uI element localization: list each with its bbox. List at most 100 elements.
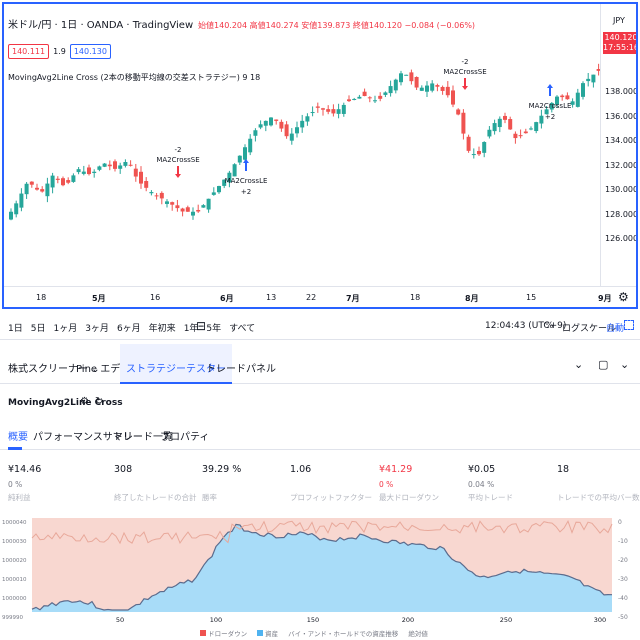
candle-body [456, 109, 461, 115]
time-tick: 18 [410, 293, 421, 302]
range-button[interactable]: 1ヶ月 [53, 324, 78, 334]
candle-body [440, 86, 445, 91]
candle-body [279, 121, 284, 129]
clock[interactable]: 12:04:43 (UTC+9) [485, 321, 567, 331]
candle-body [185, 207, 190, 212]
metric-value: 18 [557, 464, 570, 475]
compare-icon[interactable]: ⊟ [196, 319, 207, 333]
metric-value: ¥41.29 [379, 464, 413, 475]
equity-left-tick: 1000040 [2, 520, 27, 526]
time-tick: 18 [36, 293, 47, 302]
chevron-down-icon[interactable]: ⌄ [574, 358, 584, 371]
candle-body [534, 122, 539, 132]
candle-body [331, 109, 336, 114]
candle-body [35, 187, 39, 190]
percent-toggle[interactable]: % [545, 321, 554, 331]
candle-body [191, 211, 195, 216]
candle-body [243, 147, 247, 160]
log-scale-toggle[interactable]: ログスケール [562, 324, 617, 334]
trade-signal[interactable]: -2 MA2CrossSE [443, 58, 487, 90]
candle-body [352, 98, 357, 100]
tab-stock-screener[interactable]: 株式スクリーナー ⌄ [8, 364, 100, 375]
subtab-performance[interactable]: パフォーマンスサマリー [33, 432, 143, 443]
candle-body [113, 161, 117, 169]
candle-body [123, 162, 128, 166]
range-button[interactable]: 5日 [30, 324, 46, 334]
candle-body [419, 87, 424, 91]
candle-body [315, 106, 320, 108]
buy-button[interactable]: 140.130 [69, 44, 111, 59]
signal-label: MA2CrossSE [156, 156, 199, 164]
range-button[interactable]: すべて [229, 324, 256, 334]
fullscreen-icon[interactable] [624, 320, 634, 330]
spread-value: 1.9 [53, 47, 66, 56]
currency-label[interactable]: JPY [613, 16, 625, 25]
price-tick: 136.000 [605, 111, 638, 121]
metric-value: ¥0.05 [468, 464, 496, 475]
legend-drawdown[interactable]: ドローダウン [200, 628, 247, 638]
sell-button[interactable]: 140.111 [8, 44, 50, 59]
tab-strategy-tester[interactable]: ストラテジーテスター [120, 344, 232, 384]
subtab-trade-list[interactable]: トレード一覧 [113, 432, 173, 443]
chart-pane[interactable]: 米ドル/円 · 1日 · OANDA · TradingView 始値140.2… [2, 2, 638, 309]
candle-body [71, 175, 76, 182]
equity-chart[interactable]: 1000040 1000030 1000020 1000010 1000000 99999… [0, 512, 640, 628]
chevron-down-icon[interactable]: ⌄ [620, 358, 630, 371]
candle-body [503, 115, 507, 120]
range-button[interactable]: 年初来 [148, 324, 176, 334]
price-axis[interactable]: JPY 140.120 17:55:16 138.000 136.000 134.0… [600, 4, 638, 286]
strategy-legend[interactable]: MovingAvg2Line Cross (2本の移動平均線の交差ストラテジー)… [8, 73, 261, 82]
trade-signal[interactable]: MA2CrossLE +2 [225, 159, 268, 196]
subtab-properties[interactable]: プロパティ [160, 432, 210, 443]
strategy-name: MovingAvg2Line Cross [8, 398, 123, 408]
time-tick: 8月 [465, 294, 479, 303]
order-widget: 140.111 1.9 140.130 [8, 44, 111, 59]
trade-signal[interactable]: MA2CrossLE +2 [529, 84, 572, 121]
candle-body [128, 164, 133, 166]
candle-body [425, 85, 429, 92]
legend-buyhold[interactable]: バイ・アンド・ホールドでの資産推移 [288, 630, 399, 638]
candle-body [222, 179, 227, 186]
metric-label: トレードでの平均バー数 [557, 493, 640, 502]
legend-equity[interactable]: 資産 [257, 628, 278, 638]
settings-icon[interactable]: ⚙ [80, 396, 89, 407]
legend-absolute[interactable]: 絶対値 [408, 630, 428, 638]
equity-x-tick: 250 [500, 616, 512, 624]
range-button[interactable]: 1日 [8, 324, 23, 334]
gear-icon[interactable]: ⚙ [618, 290, 629, 304]
range-button[interactable]: 6ヶ月 [116, 324, 141, 334]
tab-trading-panel[interactable]: トレードパネル [206, 364, 276, 375]
metric-label: 終了したトレードの合計 [114, 493, 197, 502]
range-button[interactable]: 5年 [206, 324, 222, 334]
candlestick-chart[interactable]: -2 MA2CrossSE MA2CrossLE +2 -2 MA2CrossSE MA2C… [4, 4, 600, 286]
maximize-icon[interactable]: ▢ [598, 358, 609, 371]
candle-body [295, 127, 299, 134]
auto-scale-toggle[interactable]: 自動 [606, 324, 625, 334]
candle-body [211, 192, 216, 195]
equity-x-tick: 300 [594, 616, 606, 624]
tab-pine-editor[interactable]: Pine エディタ [76, 364, 140, 375]
equity-x-tick: 100 [210, 616, 222, 624]
time-axis[interactable]: 18 5月 16 6月 13 22 7月 18 8月 15 9月 ⚙ [4, 286, 636, 307]
symbol-title[interactable]: 米ドル/円 · 1日 · OANDA · TradingView [8, 20, 194, 31]
candle-body [497, 118, 502, 128]
candle-body [341, 104, 346, 114]
candle-body [581, 83, 585, 97]
range-button[interactable]: 1年 [183, 324, 199, 334]
trade-signal[interactable]: -2 MA2CrossSE [156, 146, 200, 178]
equity-right-tick: -50 [618, 614, 628, 621]
candle-body [310, 112, 315, 114]
candle-body [149, 192, 154, 194]
candle-body [87, 167, 91, 175]
subtab-indicator [8, 447, 22, 450]
reload-icon[interactable]: ↻ [95, 396, 104, 407]
candle-body [373, 100, 377, 102]
subtab-overview[interactable]: 概要 [8, 432, 28, 443]
range-button[interactable]: 3ヶ月 [85, 324, 109, 334]
candle-body [237, 155, 242, 163]
bottom-panel-tabs: 株式スクリーナー ⌄ Pine エディタ ストラテジーテスター トレードパネル … [0, 344, 640, 384]
candle-body [289, 133, 294, 141]
candle-body [81, 171, 86, 174]
time-tick: 16 [150, 293, 161, 302]
candle-body [492, 123, 497, 132]
